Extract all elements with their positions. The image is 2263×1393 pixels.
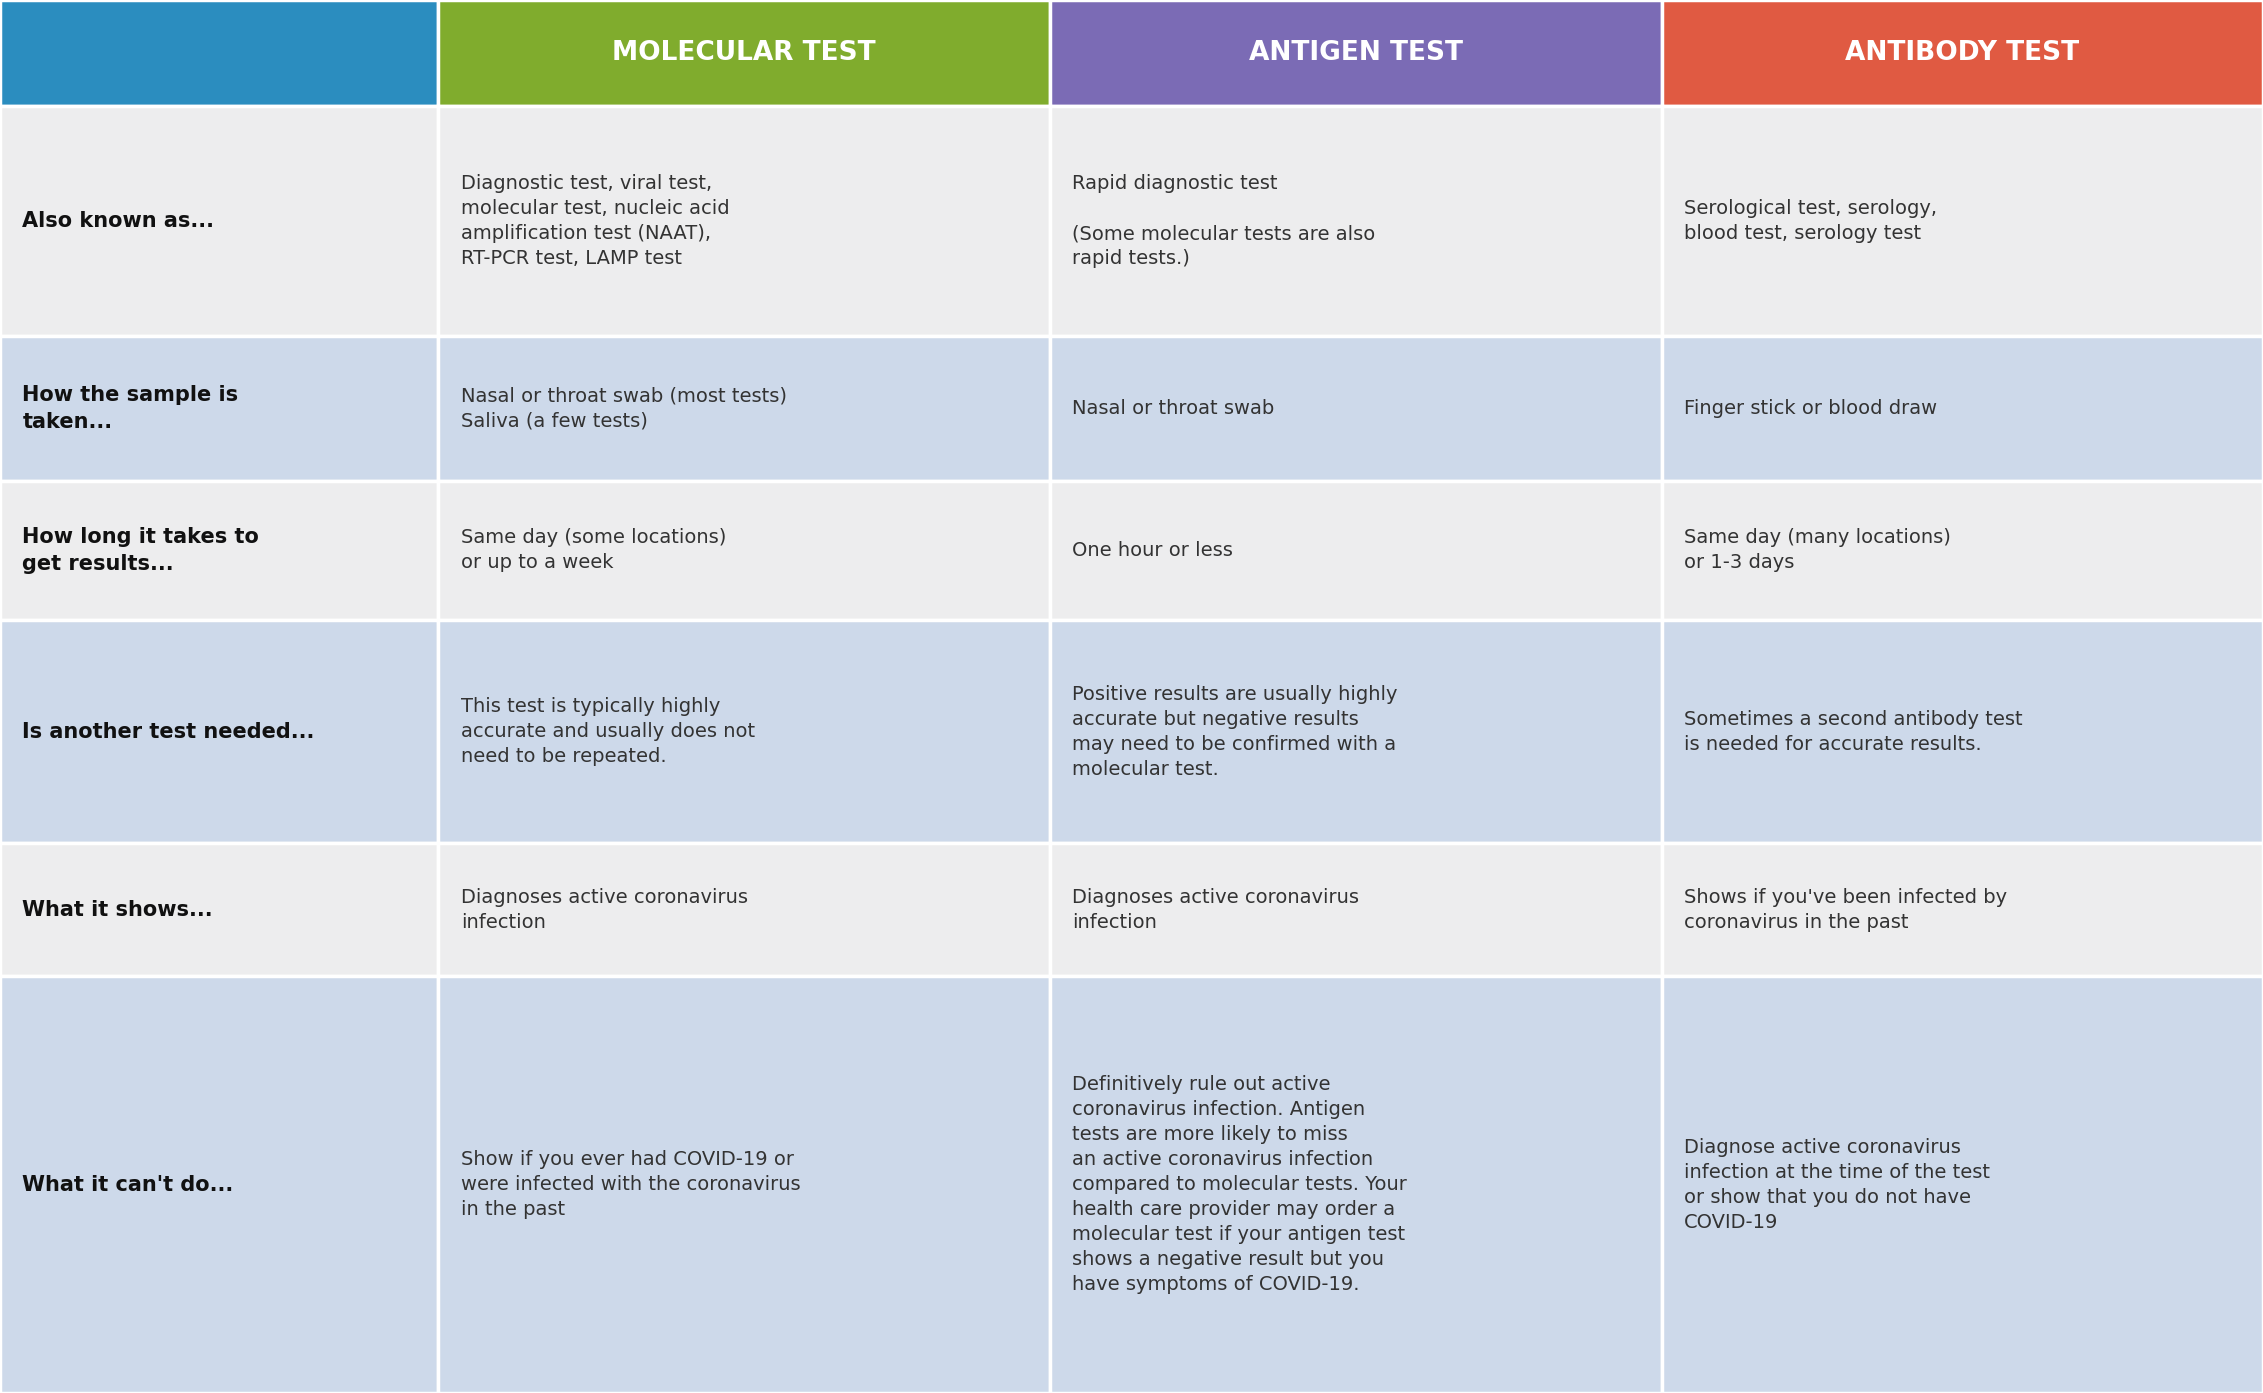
Text: Diagnoses active coronavirus
infection: Diagnoses active coronavirus infection	[462, 887, 747, 932]
Text: Also known as...: Also known as...	[23, 212, 215, 231]
Bar	[1661, 976, 2263, 1393]
Bar	[0, 336, 439, 481]
Bar	[439, 0, 1050, 106]
Text: Same day (many locations)
or 1-3 days: Same day (many locations) or 1-3 days	[1684, 528, 1951, 573]
Text: Nasal or throat swab (most tests)
Saliva (a few tests): Nasal or throat swab (most tests) Saliva…	[462, 386, 788, 430]
Bar	[439, 843, 1050, 976]
Bar	[439, 976, 1050, 1393]
Text: Diagnostic test, viral test,
molecular test, nucleic acid
amplification test (NA: Diagnostic test, viral test, molecular t…	[462, 174, 729, 267]
Bar	[439, 106, 1050, 336]
Bar	[0, 481, 439, 620]
Text: Nasal or throat swab: Nasal or throat swab	[1073, 398, 1274, 418]
Text: Show if you ever had COVID-19 or
were infected with the coronavirus
in the past: Show if you ever had COVID-19 or were in…	[462, 1151, 801, 1219]
Text: Diagnose active coronavirus
infection at the time of the test
or show that you d: Diagnose active coronavirus infection at…	[1684, 1138, 1989, 1231]
Text: Positive results are usually highly
accurate but negative results
may need to be: Positive results are usually highly accu…	[1073, 684, 1399, 779]
Text: ANTIGEN TEST: ANTIGEN TEST	[1249, 40, 1462, 65]
Text: How the sample is
taken...: How the sample is taken...	[23, 384, 238, 432]
Bar	[1050, 843, 1661, 976]
Text: This test is typically highly
accurate and usually does not
need to be repeated.: This test is typically highly accurate a…	[462, 696, 756, 766]
Bar	[1050, 106, 1661, 336]
Bar	[439, 620, 1050, 843]
Bar	[0, 620, 439, 843]
Text: Rapid diagnostic test

(Some molecular tests are also
rapid tests.): Rapid diagnostic test (Some molecular te…	[1073, 174, 1376, 267]
Bar	[1661, 481, 2263, 620]
Text: MOLECULAR TEST: MOLECULAR TEST	[613, 40, 876, 65]
Bar	[0, 976, 439, 1393]
Text: One hour or less: One hour or less	[1073, 540, 1233, 560]
Bar	[1050, 620, 1661, 843]
Bar	[0, 106, 439, 336]
Bar	[1050, 0, 1661, 106]
Text: Finger stick or blood draw: Finger stick or blood draw	[1684, 398, 1937, 418]
Bar	[1661, 620, 2263, 843]
Bar	[439, 336, 1050, 481]
Text: How long it takes to
get results...: How long it takes to get results...	[23, 527, 260, 574]
Bar	[1050, 481, 1661, 620]
Text: What it shows...: What it shows...	[23, 900, 213, 919]
Bar	[1050, 976, 1661, 1393]
Bar	[0, 0, 439, 106]
Text: Definitively rule out active
coronavirus infection. Antigen
tests are more likel: Definitively rule out active coronavirus…	[1073, 1075, 1408, 1294]
Bar	[1661, 336, 2263, 481]
Text: What it can't do...: What it can't do...	[23, 1174, 233, 1195]
Text: Sometimes a second antibody test
is needed for accurate results.: Sometimes a second antibody test is need…	[1684, 709, 2023, 754]
Text: Shows if you've been infected by
coronavirus in the past: Shows if you've been infected by coronav…	[1684, 887, 2007, 932]
Bar	[1050, 336, 1661, 481]
Text: ANTIBODY TEST: ANTIBODY TEST	[1844, 40, 2080, 65]
Text: Same day (some locations)
or up to a week: Same day (some locations) or up to a wee…	[462, 528, 726, 573]
Bar	[0, 843, 439, 976]
Text: Is another test needed...: Is another test needed...	[23, 722, 315, 741]
Bar	[1661, 843, 2263, 976]
Text: Diagnoses active coronavirus
infection: Diagnoses active coronavirus infection	[1073, 887, 1360, 932]
Text: Serological test, serology,
blood test, serology test: Serological test, serology, blood test, …	[1684, 199, 1937, 244]
Bar	[439, 481, 1050, 620]
Bar	[1661, 0, 2263, 106]
Bar	[1661, 106, 2263, 336]
